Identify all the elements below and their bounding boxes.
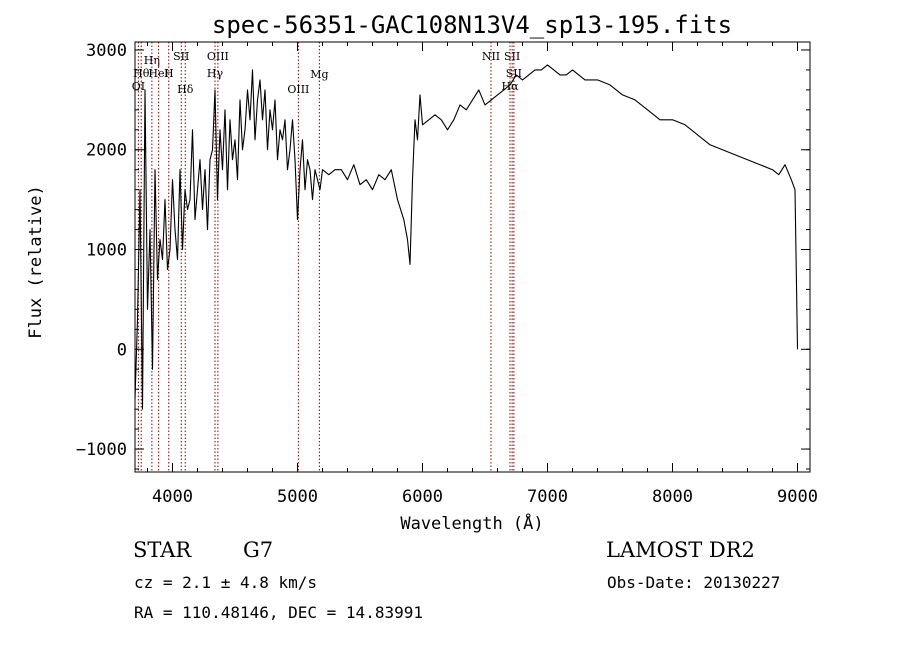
line-label-7: OIII xyxy=(207,50,229,63)
redshift-readout: cz = 2.1 ± 4.8 km/s xyxy=(134,573,318,592)
coordinates-readout: RA = 110.48146, DEC = 14.83991 xyxy=(134,603,423,622)
line-label-8: Hγ xyxy=(207,67,224,80)
x-tick-label-1: 5000 xyxy=(277,487,318,507)
object-subclass: G7 xyxy=(243,538,274,562)
y-tick-label-2: 1000 xyxy=(86,241,127,261)
line-label-14: Hα xyxy=(501,80,519,93)
x-tick-label-3: 7000 xyxy=(527,487,568,507)
line-label-10: Mg xyxy=(310,68,328,81)
x-axis-label: Wavelength (Å) xyxy=(400,512,543,534)
obs-date-readout: Obs-Date: 20130227 xyxy=(607,573,781,592)
x-tick-label-2: 6000 xyxy=(402,487,443,507)
spectrum-line xyxy=(134,64,799,410)
survey-label: LAMOST DR2 xyxy=(606,538,755,562)
line-label-3: HeI xyxy=(148,67,168,80)
line-label-1: Hθ xyxy=(133,67,150,80)
x-tick-label-4: 8000 xyxy=(652,487,693,507)
object-class: STAR xyxy=(133,538,192,562)
x-tick-label-0: 4000 xyxy=(152,487,193,507)
y-axis-label: Flux (relative) xyxy=(26,185,46,339)
line-label-6: Hδ xyxy=(177,83,194,96)
line-label-12: SII xyxy=(504,50,520,63)
line-label-9: OIII xyxy=(287,83,309,96)
y-tick-label-1: 0 xyxy=(117,340,127,360)
spectrum-chart: spec-56351-GAC108N13V4_sp13-195.fits OIH… xyxy=(26,11,818,534)
chart-title: spec-56351-GAC108N13V4_sp13-195.fits xyxy=(212,11,732,39)
line-label-2: Hη xyxy=(144,54,160,67)
line-label-5: SII xyxy=(173,50,189,63)
y-tick-label-0: −1000 xyxy=(76,440,127,460)
y-tick-label-4: 3000 xyxy=(86,41,127,61)
line-label-11: NII xyxy=(482,50,500,63)
plot-frame xyxy=(134,41,811,473)
y-tick-label-3: 2000 xyxy=(86,141,127,161)
line-label-0: OI xyxy=(132,80,145,93)
line-label-4: H xyxy=(164,67,174,80)
x-tick-label-5: 9000 xyxy=(777,487,818,507)
